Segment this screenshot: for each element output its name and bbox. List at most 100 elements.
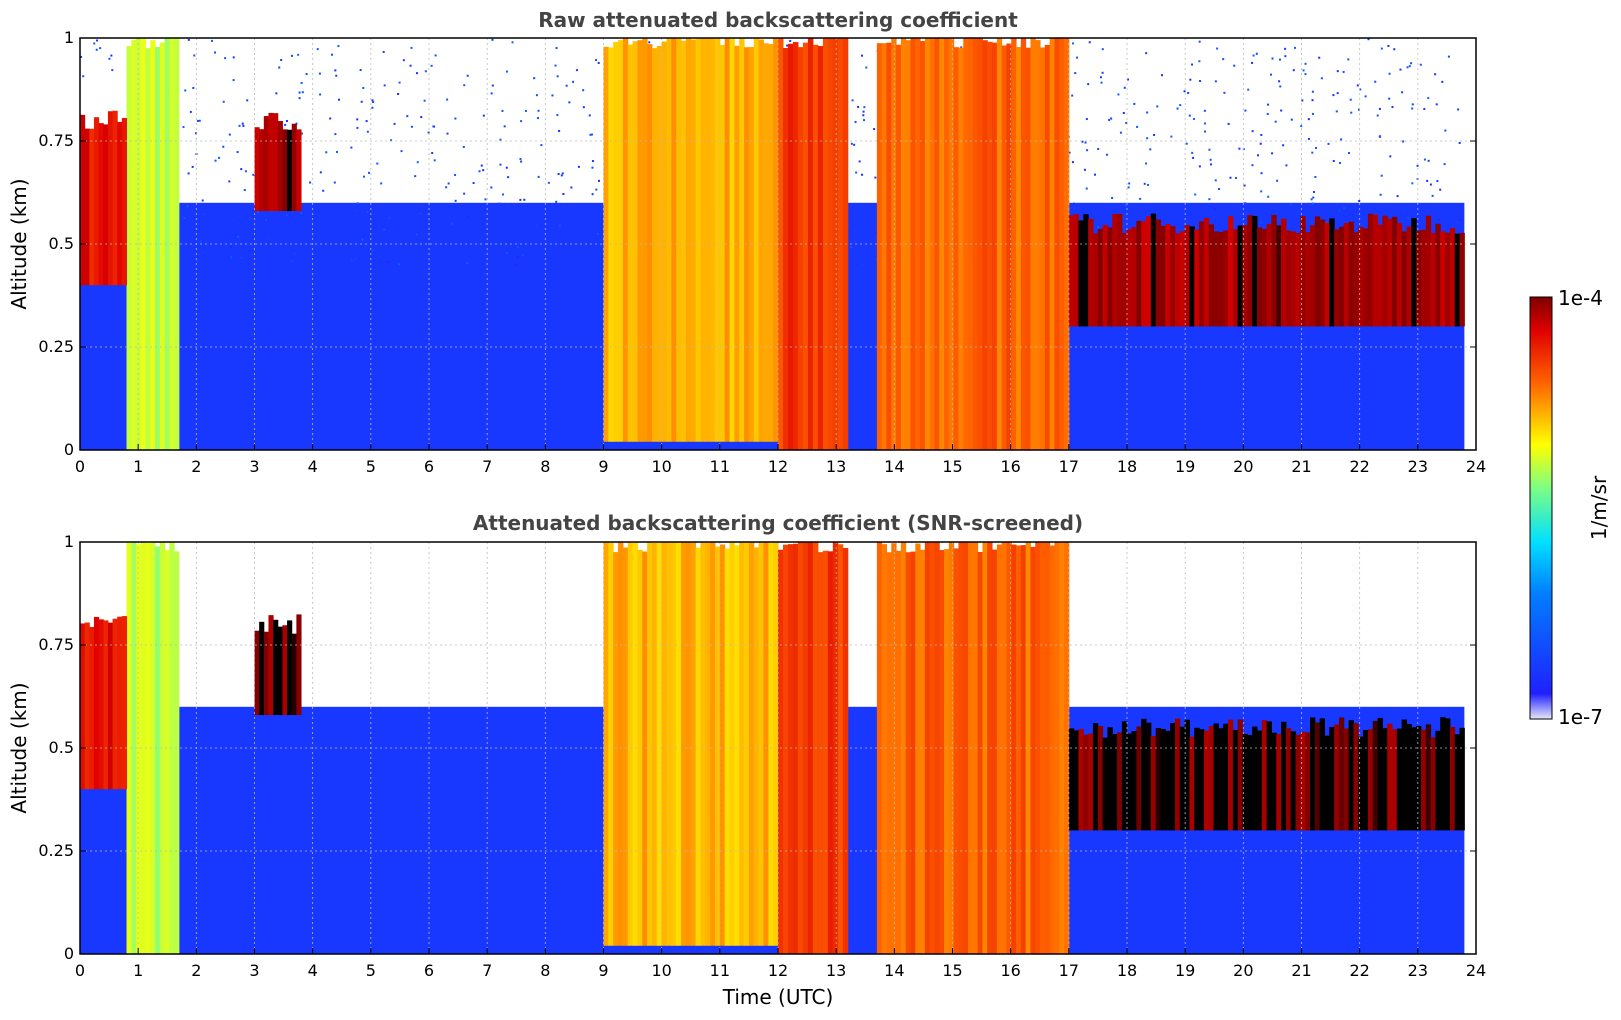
heatmap-noise-cell xyxy=(1198,40,1201,43)
heatmap-column xyxy=(1324,735,1330,831)
heatmap-column xyxy=(1001,542,1007,954)
heatmap-column xyxy=(1353,723,1359,831)
heatmap-column xyxy=(1174,718,1181,831)
heatmap-noise-cell xyxy=(364,252,367,255)
heatmap-noise-cell xyxy=(298,91,301,94)
x-tick-label: 12 xyxy=(768,961,788,980)
heatmap-column xyxy=(773,38,779,442)
x-tick-label: 1 xyxy=(133,457,143,476)
heatmap-column xyxy=(145,48,151,450)
heatmap-noise-cell xyxy=(1358,108,1361,111)
heatmap-noise-cell xyxy=(1194,193,1197,196)
heatmap-noise-cell xyxy=(1124,204,1127,207)
heatmap-column xyxy=(1430,737,1436,831)
heatmap-noise-cell xyxy=(862,110,865,113)
heatmap-noise-cell xyxy=(1276,179,1279,182)
heatmap-column xyxy=(1406,226,1412,327)
heatmap-column xyxy=(1073,214,1079,327)
heatmap-column xyxy=(896,550,902,954)
heatmap-column xyxy=(1435,730,1441,831)
heatmap-noise-cell xyxy=(1267,103,1270,106)
heatmap-column xyxy=(618,40,624,442)
heatmap-noise-cell xyxy=(467,216,470,219)
heatmap-column xyxy=(953,548,959,954)
panel-raw-title: Raw attenuated backscattering coefficien… xyxy=(538,8,1018,32)
y-tick-label: 0.25 xyxy=(38,841,74,860)
x-tick-label: 16 xyxy=(1000,961,1020,980)
heatmap-column xyxy=(1223,230,1229,327)
heatmap-noise-cell xyxy=(186,205,189,208)
heatmap-noise-cell xyxy=(1393,48,1396,51)
heatmap-column xyxy=(1146,216,1152,327)
heatmap-noise-cell xyxy=(1311,151,1314,154)
heatmap-column xyxy=(1223,723,1229,831)
heatmap-column xyxy=(1387,218,1393,327)
heatmap-noise-cell xyxy=(1402,140,1405,143)
heatmap-column xyxy=(1300,731,1306,831)
x-tick-label: 4 xyxy=(308,961,318,980)
heatmap-noise-cell xyxy=(356,202,359,205)
heatmap-noise-cell xyxy=(1191,63,1194,66)
heatmap-noise-cell xyxy=(301,91,304,94)
heatmap-noise-cell xyxy=(93,42,96,45)
heatmap-noise-cell xyxy=(547,181,550,184)
heatmap-column xyxy=(263,631,269,716)
heatmap-noise-cell xyxy=(491,38,494,41)
heatmap-noise-cell xyxy=(294,252,297,255)
heatmap-column xyxy=(1261,229,1268,327)
heatmap-noise-cell xyxy=(110,54,113,57)
heatmap-noise-cell xyxy=(1266,113,1269,116)
heatmap-column xyxy=(1237,225,1243,327)
heatmap-noise-cell xyxy=(222,100,225,103)
heatmap-noise-cell xyxy=(197,254,200,257)
heatmap-column xyxy=(1281,218,1287,327)
panel-screened-grid xyxy=(80,542,1476,954)
heatmap-column xyxy=(724,38,731,442)
heatmap-noise-cell xyxy=(95,48,98,51)
heatmap-noise-cell xyxy=(229,245,232,248)
x-tick-label: 19 xyxy=(1175,457,1195,476)
heatmap-column xyxy=(758,542,764,946)
x-tick-label: 16 xyxy=(1000,457,1020,476)
heatmap-noise-cell xyxy=(350,146,353,149)
heatmap-noise-cell xyxy=(383,84,386,87)
heatmap-noise-cell xyxy=(1378,135,1381,138)
heatmap-column xyxy=(1025,542,1031,954)
heatmap-noise-cell xyxy=(238,212,241,215)
heatmap-noise-cell xyxy=(1419,63,1422,66)
heatmap-column xyxy=(900,542,907,954)
heatmap-noise-cell xyxy=(232,56,235,59)
heatmap-noise-cell xyxy=(1435,103,1438,106)
heatmap-noise-cell xyxy=(354,209,357,212)
heatmap-noise-cell xyxy=(1203,122,1206,125)
heatmap-noise-cell xyxy=(556,75,559,78)
heatmap-noise-cell xyxy=(1455,221,1458,224)
heatmap-noise-cell xyxy=(472,182,475,185)
heatmap-column xyxy=(1401,719,1407,831)
heatmap-noise-cell xyxy=(249,216,252,219)
heatmap-noise-cell xyxy=(228,133,231,136)
heatmap-column xyxy=(268,112,274,212)
heatmap-noise-cell xyxy=(863,119,866,122)
heatmap-noise-cell xyxy=(198,119,201,122)
x-tick-label: 7 xyxy=(482,961,492,980)
heatmap-column xyxy=(710,542,716,946)
heatmap-noise-cell xyxy=(416,161,419,164)
heatmap-noise-cell xyxy=(300,212,303,215)
heatmap-noise-cell xyxy=(410,125,413,128)
heatmap-noise-cell xyxy=(400,150,403,153)
heatmap-noise-cell xyxy=(1072,42,1075,45)
heatmap-noise-cell xyxy=(1387,44,1390,47)
heatmap-column xyxy=(1199,729,1205,831)
heatmap-noise-cell xyxy=(230,256,233,259)
heatmap-noise-cell xyxy=(187,172,190,175)
heatmap-column xyxy=(1256,227,1263,327)
heatmap-noise-cell xyxy=(853,143,856,146)
heatmap-noise-cell xyxy=(376,162,379,165)
heatmap-noise-cell xyxy=(1227,122,1230,125)
x-tick-label: 4 xyxy=(308,457,318,476)
heatmap-noise-cell xyxy=(319,171,322,174)
heatmap-column xyxy=(1049,38,1055,450)
heatmap-column xyxy=(1319,219,1325,327)
